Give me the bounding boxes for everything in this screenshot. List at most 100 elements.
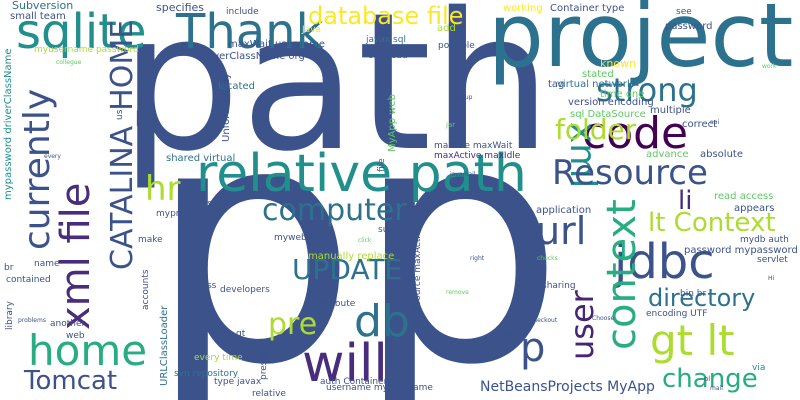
cloud-word: servlet <box>757 255 788 265</box>
cloud-word: Resource <box>552 153 708 193</box>
cloud-word: maxIdle maxWait <box>434 141 513 151</box>
cloud-word: appears <box>734 203 775 214</box>
cloud-word: working <box>503 3 543 14</box>
cloud-word: context <box>599 199 645 350</box>
cloud-word: maxWait username <box>228 39 326 50</box>
cloud-word: see <box>676 7 692 17</box>
cloud-word: present <box>259 345 269 380</box>
cloud-word: Tomcat <box>24 366 118 396</box>
cloud-word: Java <box>302 25 322 35</box>
cloud-word: api <box>710 119 720 126</box>
cloud-word: javax sql <box>366 35 406 45</box>
cloud-word: known <box>600 57 637 70</box>
cloud-word: gt <box>236 329 246 339</box>
cloud-word: Unfortunately <box>221 73 232 142</box>
cloud-word: lt Context <box>648 208 776 238</box>
cloud-word: code <box>582 108 689 159</box>
cloud-word: checks <box>537 255 558 262</box>
cloud-word: attribute <box>316 299 356 309</box>
cloud-word: URLClassLoader <box>159 305 170 386</box>
cloud-word: xml file <box>53 182 99 330</box>
cloud-word: absolute <box>700 149 743 160</box>
cloud-word: db <box>354 296 410 347</box>
cloud-word: p <box>520 325 546 371</box>
cloud-word: via <box>752 363 766 373</box>
cloud-word: type javax <box>214 377 262 387</box>
cloud-word: directory <box>648 284 756 312</box>
cloud-word: shared virtual <box>166 153 236 164</box>
cloud-word: url <box>536 209 587 253</box>
cloud-word: problems <box>18 317 46 324</box>
cloud-word: manually replace <box>308 251 395 262</box>
cloud-word: myprof <box>156 209 188 219</box>
cloud-word: file <box>377 158 387 172</box>
cloud-word: Container type <box>550 3 625 14</box>
cloud-word: stated <box>582 69 614 80</box>
cloud-word: right <box>470 255 485 262</box>
cloud-word: small team <box>10 11 66 22</box>
cloud-word: advance <box>646 149 689 160</box>
cloud-word: database file <box>308 2 464 30</box>
cloud-word: change <box>662 364 758 394</box>
cloud-word: p <box>355 53 565 400</box>
cloud-word: checkout <box>530 317 558 324</box>
cloud-word: jar <box>446 121 456 129</box>
cloud-word: virtual network <box>557 79 633 90</box>
cloud-word: library <box>5 301 15 330</box>
cloud-word: every time <box>194 353 243 363</box>
cloud-word: ony read <box>368 51 408 61</box>
cloud-word: mypassword driverClassName <box>3 48 14 200</box>
cloud-word: path <box>120 0 552 193</box>
cloud-word: Hi <box>768 275 775 282</box>
cloud-word: password <box>665 21 713 32</box>
cloud-word: application <box>536 205 592 216</box>
cloud-word: relative path <box>196 144 527 204</box>
cloud-word: ol <box>704 375 711 383</box>
cloud-word: version encoding <box>568 97 654 108</box>
cloud-word: user <box>563 290 601 360</box>
cloud-word: mydb auth <box>740 235 789 245</box>
cloud-word: include <box>226 7 259 17</box>
cloud-word: DataSource maxActive <box>413 225 423 328</box>
cloud-word: password mypassword <box>684 245 798 256</box>
cloud-word: driverClassName org <box>200 51 305 62</box>
cloud-word: UPDATE <box>292 253 403 286</box>
cloud-word: relative <box>252 389 286 399</box>
cloud-word: specifies <box>156 1 205 14</box>
cloud-word: folder <box>555 113 637 146</box>
cloud-word: p <box>148 53 358 400</box>
cloud-word: encoding UTF <box>646 309 708 319</box>
cloud-word: pre <box>268 307 318 342</box>
cloud-word: every <box>44 153 61 160</box>
cloud-word: currently <box>17 88 58 250</box>
cloud-word: bin br <box>680 289 707 299</box>
cloud-word: another <box>50 319 86 329</box>
cloud-word: strong <box>596 71 698 109</box>
cloud-word: possible <box>438 41 475 51</box>
cloud-word: li <box>678 186 693 216</box>
cloud-word: remove <box>446 289 469 296</box>
cloud-word: sqlite <box>16 4 147 60</box>
cloud-word: gt lt <box>650 316 735 365</box>
cloud-word: located <box>218 81 255 92</box>
cloud-word: correct <box>682 119 718 130</box>
cloud-word: mail <box>710 385 723 392</box>
cloud-word: multiple <box>650 105 691 116</box>
cloud-word: Subversion <box>12 0 74 12</box>
cloud-word: run <box>378 107 394 117</box>
cloud-word: make <box>138 235 163 245</box>
cloud-word: web <box>66 331 85 341</box>
cloud-word: javamail <box>450 171 476 178</box>
cloud-word: computer <box>262 193 407 228</box>
cloud-word: myusername password <box>34 45 139 55</box>
cloud-word: home <box>28 326 148 375</box>
cloud-word: us <box>115 109 125 120</box>
cloud-word: svn repository <box>174 369 239 379</box>
cloud-word: developers <box>220 285 270 295</box>
cloud-word: click <box>358 237 372 244</box>
cloud-word: will <box>302 334 388 394</box>
cloud-word: add <box>437 23 456 34</box>
cloud-word: Choose <box>592 315 615 322</box>
cloud-word: name <box>34 259 60 269</box>
cloud-word: maxActive maxIdle <box>434 151 521 161</box>
